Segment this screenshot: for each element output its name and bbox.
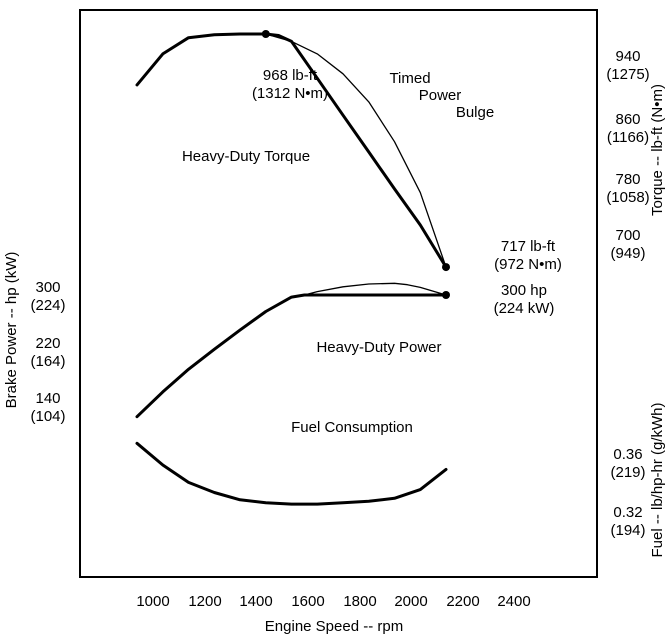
bulge-label: Timed: [389, 70, 430, 87]
bulge-label: Bulge: [456, 104, 494, 121]
rated-torque-label: 717 lb-ft: [501, 238, 556, 255]
series-line: [135, 441, 448, 506]
series-line: [303, 282, 447, 296]
x-tick-label: 2000: [394, 593, 427, 610]
fuel-tick-label: 0.36: [613, 446, 642, 463]
annotations: 968 lb-ft (1312 N•m) Timed Power Bulge H…: [182, 67, 562, 436]
power-axis-title: Brake Power -- hp (kW): [3, 252, 20, 409]
x-tick-label: 1400: [239, 593, 272, 610]
power-tick-label: 140: [35, 390, 60, 407]
bulge-label: Power: [419, 87, 462, 104]
fuel-curve-label: Fuel Consumption: [291, 419, 413, 436]
data-point-marker: [261, 30, 270, 38]
torque-tick-labels: 940 (1275) 860 (1166) 780 (1058) 700 (94…: [606, 48, 649, 262]
power-tick-label-metric: (224): [30, 297, 65, 314]
power-tick-label: 300: [35, 279, 60, 296]
x-axis-title: Engine Speed -- rpm: [265, 618, 403, 635]
power-tick-label: 220: [35, 335, 60, 352]
torque-tick-label-metric: (1275): [606, 66, 649, 83]
rated-power-label-metric: (224 kW): [494, 300, 555, 317]
peak-torque-label: 968 lb-ft: [263, 67, 318, 84]
torque-axis-title: Torque -- lb-ft (N•m): [649, 84, 666, 216]
x-tick-label: 2200: [446, 593, 479, 610]
fuel-tick-labels: 0.36 (219) 0.32 (194): [610, 446, 645, 539]
peak-torque-label-metric: (1312 N•m): [252, 85, 328, 102]
plot-frame: [79, 9, 598, 578]
torque-tick-label: 780: [615, 171, 640, 188]
torque-tick-label: 700: [615, 227, 640, 244]
fuel-axis-title: Fuel -- lb/hp-hr (g/kWh): [649, 402, 666, 557]
x-tick-label: 2400: [497, 593, 530, 610]
series-line: [135, 293, 448, 419]
data-point-marker: [442, 263, 450, 272]
rated-power-label: 300 hp: [501, 282, 547, 299]
torque-curve-label: Heavy-Duty Torque: [182, 148, 310, 165]
torque-tick-label: 860: [615, 111, 640, 128]
series-line: [265, 33, 447, 268]
torque-tick-label: 940: [615, 48, 640, 65]
x-tick-labels: 1000 1200 1400 1600 1800 2000 2200 2400: [136, 593, 530, 610]
x-tick-label: 1800: [343, 593, 376, 610]
torque-tick-label-metric: (949): [610, 245, 645, 262]
power-tick-label-metric: (104): [30, 408, 65, 425]
x-tick-label: 1600: [291, 593, 324, 610]
torque-tick-label-metric: (1058): [606, 189, 649, 206]
data-point-marker: [442, 291, 450, 299]
power-tick-labels: 300 (224) 220 (164) 140 (104): [30, 279, 65, 425]
fuel-tick-label-metric: (194): [610, 522, 645, 539]
power-tick-label-metric: (164): [30, 353, 65, 370]
torque-tick-label-metric: (1166): [607, 129, 649, 146]
series-line: [135, 32, 448, 269]
power-curve-label: Heavy-Duty Power: [316, 339, 441, 356]
x-tick-label: 1200: [188, 593, 221, 610]
marks: [135, 30, 450, 506]
rated-torque-label-metric: (972 N•m): [494, 256, 562, 273]
x-tick-label: 1000: [136, 593, 169, 610]
fuel-tick-label: 0.32: [613, 504, 642, 521]
fuel-tick-label-metric: (219): [610, 464, 645, 481]
